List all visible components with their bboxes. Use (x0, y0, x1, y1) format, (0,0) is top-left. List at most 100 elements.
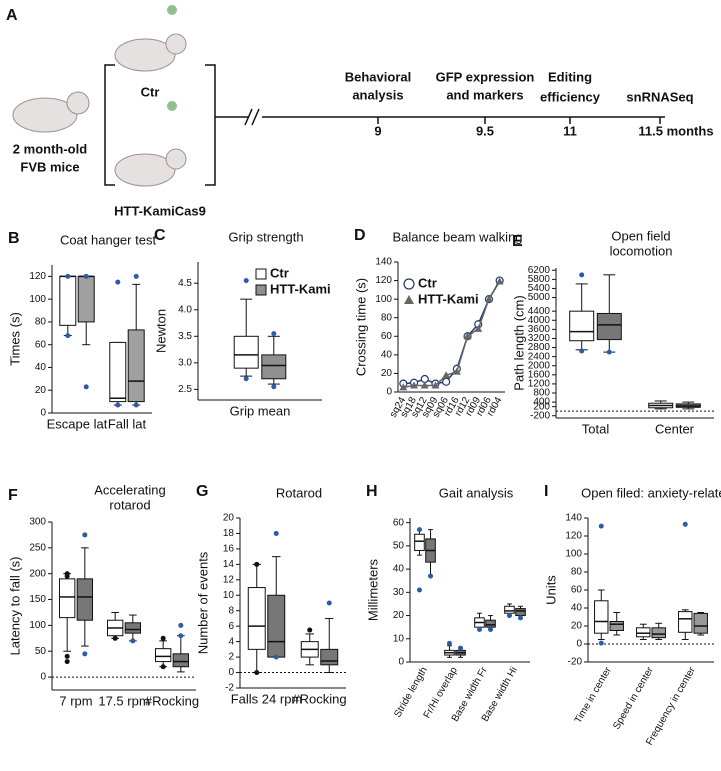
outlier (243, 278, 249, 284)
event: GFP expression (436, 69, 535, 84)
y-tick-label: 20 (571, 621, 583, 632)
box (109, 341, 127, 403)
marker (484, 295, 493, 303)
box (267, 594, 286, 658)
x-tick-label: 7 rpm (59, 693, 92, 708)
y-tick-label: 200 (29, 568, 46, 579)
x-tick-label: 17.5 rpm (98, 693, 149, 708)
y-tick-label: 2400 (528, 351, 551, 362)
outlier (178, 633, 184, 639)
panel: D Balance beam walking Crossing time (s) 0 2… (353, 227, 522, 419)
outlier (115, 279, 121, 285)
timeline-tick-label: 9.5 (476, 123, 494, 138)
y-tick-label: 120 (565, 531, 582, 542)
marker (410, 381, 419, 389)
y-axis-label: Units (543, 575, 558, 605)
y-tick-label: 100 (565, 549, 582, 560)
outlier (64, 659, 70, 665)
chart-title: Rotarod (276, 485, 322, 500)
marker (442, 371, 451, 379)
marker (399, 383, 408, 391)
panel-label: B (8, 230, 20, 247)
y-axis-label: Number of events (195, 551, 210, 654)
event: Editing (548, 69, 592, 84)
mouse-head (66, 91, 90, 115)
box (636, 627, 651, 638)
outlier (271, 331, 277, 337)
outlier (83, 384, 89, 390)
box (154, 648, 172, 663)
legend-swatch (255, 284, 267, 296)
panel: C Grip strength Newton 2.5 3.0 3.5 4.0 4.5 Grip … (153, 227, 330, 418)
y-tick-label: 10 (393, 633, 405, 644)
y-tick-label: 40 (35, 362, 47, 373)
outlier (254, 670, 260, 676)
chart-title: Coat hanger test (60, 232, 157, 247)
panel-label: H (366, 483, 378, 500)
y-tick-label: 5400 (528, 283, 551, 294)
y-tick-label: 20 (223, 513, 235, 524)
y-tick-label: 100 (375, 294, 392, 305)
y-tick-label: 0 (576, 639, 582, 650)
outlier (416, 527, 422, 533)
outlier (579, 272, 585, 278)
x-tick-label: Falls 24 rpm (231, 691, 303, 706)
box (77, 275, 95, 323)
y-tick-label: 40 (393, 564, 405, 575)
y-tick-label: 4.5 (178, 278, 192, 289)
y-tick-label: 150 (29, 594, 46, 605)
outlier (133, 402, 139, 408)
panel-label: A (6, 7, 18, 24)
x-tick-label: Frequency in center (644, 665, 698, 748)
brackets (104, 64, 665, 186)
outlier (243, 376, 249, 382)
y-tick-label: 3600 (528, 324, 551, 335)
y-tick-label: 80 (381, 312, 393, 323)
outlier (606, 349, 612, 355)
marker (495, 277, 504, 285)
outlier (160, 664, 166, 670)
y-tick-label: 40 (381, 349, 393, 360)
panel-a: A 2 month-old FVB mice Ctr HTT-KamiCas9 … (6, 5, 714, 218)
y-tick-label: 10 (223, 590, 235, 601)
y-tick-label: 4 (228, 636, 234, 647)
y-tick-label: 3200 (528, 333, 551, 344)
y-tick-label: 120 (375, 275, 392, 286)
x-tick-label: #Rocking (145, 693, 199, 708)
outlier (130, 638, 136, 644)
chart-title: locomotion (610, 243, 673, 258)
panel-label: D (354, 227, 366, 244)
y-tick-label: 6 (228, 621, 234, 632)
x-tick-label: Fall lat (108, 416, 147, 431)
group-label: Ctr (141, 84, 160, 99)
chart-title: Accelerating (94, 482, 166, 497)
outlier (598, 523, 604, 529)
y-tick-label: -200 (530, 410, 550, 421)
mice (12, 33, 187, 187)
y-tick-label: 800 (533, 388, 550, 399)
y-tick-label: -2 (225, 683, 234, 694)
y-tick-label: 0 (386, 387, 392, 398)
legend-swatch (255, 268, 267, 280)
marker (431, 381, 440, 389)
event: snRNASeq (626, 89, 693, 104)
chart-title: rotarod (109, 497, 150, 512)
box (651, 627, 666, 639)
y-tick-label: 4400 (528, 306, 551, 317)
y-tick-label: 60 (393, 517, 405, 528)
legend-label: HTT-Kami (418, 291, 479, 306)
outlier (65, 333, 71, 339)
mouse-head (165, 33, 187, 55)
panel-label: I (544, 483, 548, 500)
outlier (115, 402, 121, 408)
vectors (167, 5, 177, 111)
outlier (82, 651, 88, 657)
outlier (458, 645, 464, 651)
y-tick-label: 3.0 (178, 357, 192, 368)
vector-icon (167, 101, 177, 111)
box (261, 354, 287, 380)
y-tick-label: 0 (228, 667, 234, 678)
event: analysis (352, 87, 403, 102)
y-axis-label: Latency to fall (s) (7, 557, 22, 656)
